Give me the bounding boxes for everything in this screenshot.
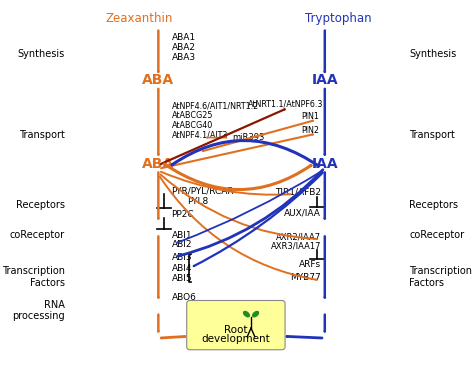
Text: coReceptor: coReceptor <box>10 230 65 240</box>
Text: ABA: ABA <box>142 74 174 88</box>
Text: AXR2/IAA7: AXR2/IAA7 <box>276 232 321 241</box>
Text: IAA: IAA <box>311 157 338 171</box>
Text: AtABCG25: AtABCG25 <box>172 111 213 120</box>
Text: PIN1: PIN1 <box>301 112 319 121</box>
Text: Tryptophan: Tryptophan <box>305 12 371 25</box>
Text: MYB77: MYB77 <box>290 273 321 282</box>
Text: RNA
processing: RNA processing <box>12 300 65 321</box>
Text: AXR3/IAA17: AXR3/IAA17 <box>271 241 321 251</box>
Text: Transport: Transport <box>19 130 65 140</box>
Text: Receptors: Receptors <box>409 200 458 210</box>
Text: IAA: IAA <box>311 74 338 88</box>
Text: AtNRT1.1/AtNPF6.3: AtNRT1.1/AtNPF6.3 <box>247 100 323 109</box>
Text: miR393: miR393 <box>232 133 264 142</box>
FancyBboxPatch shape <box>187 301 285 350</box>
Text: development: development <box>201 334 270 344</box>
Text: Transcription
Factors: Transcription Factors <box>409 266 472 288</box>
Text: ABI2: ABI2 <box>172 240 192 249</box>
Text: PIN2: PIN2 <box>301 126 319 135</box>
Text: Synthesis: Synthesis <box>18 49 65 59</box>
Text: TIR1/AFB2: TIR1/AFB2 <box>275 187 321 196</box>
Text: ABI1: ABI1 <box>172 231 192 240</box>
Text: Receptors: Receptors <box>16 200 65 210</box>
Text: ABA: ABA <box>142 157 174 171</box>
Text: ABA1: ABA1 <box>172 33 196 42</box>
Text: PYL8: PYL8 <box>187 197 208 206</box>
Text: ABA2: ABA2 <box>172 43 196 52</box>
Text: coReceptor: coReceptor <box>409 230 464 240</box>
Text: Root: Root <box>224 325 247 335</box>
Text: AtABCG40: AtABCG40 <box>172 121 213 130</box>
Text: Transport: Transport <box>409 130 455 140</box>
Text: AtNPF4.1/AIT3: AtNPF4.1/AIT3 <box>172 131 228 140</box>
Text: ABI5: ABI5 <box>172 274 192 283</box>
Text: ABI3: ABI3 <box>172 254 192 263</box>
Text: ABO6: ABO6 <box>172 293 196 302</box>
Text: ARFs: ARFs <box>299 260 321 269</box>
Text: ABI4: ABI4 <box>172 264 192 273</box>
Text: Transcription
Factors: Transcription Factors <box>2 266 65 288</box>
Text: AtNPF4.6/AIT1/NRT1.2: AtNPF4.6/AIT1/NRT1.2 <box>172 102 259 111</box>
Ellipse shape <box>252 311 259 318</box>
Text: Zeaxanthin: Zeaxanthin <box>106 12 173 25</box>
Text: AUX/IAA: AUX/IAA <box>284 209 321 218</box>
Ellipse shape <box>243 311 250 318</box>
Text: ABA3: ABA3 <box>172 53 196 62</box>
Text: PP2C: PP2C <box>172 210 194 219</box>
Text: Synthesis: Synthesis <box>409 49 456 59</box>
Text: PYR/PYL/RCAR: PYR/PYL/RCAR <box>172 187 234 196</box>
